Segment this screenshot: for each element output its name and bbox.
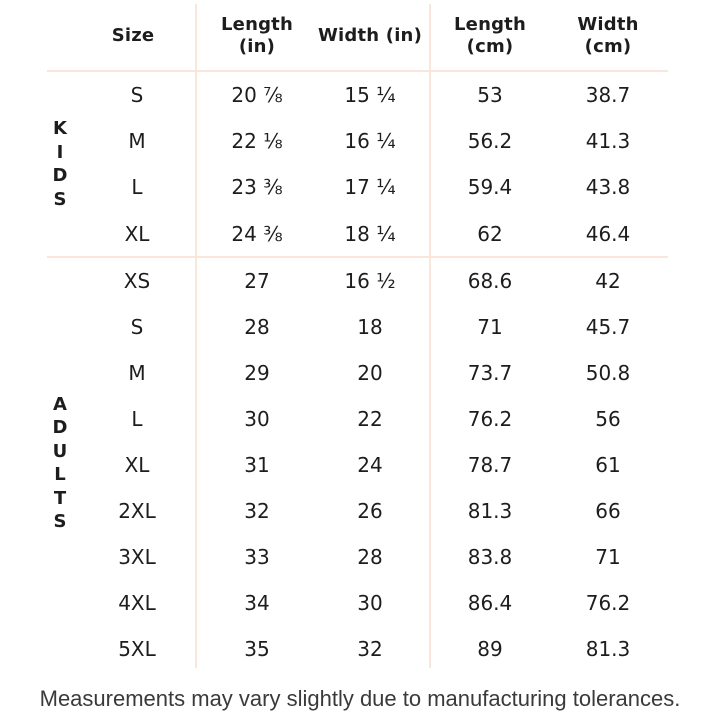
width-in-cell: 18 ¼ <box>344 222 396 246</box>
length-cm-cell: 56.2 <box>467 129 513 153</box>
length-in-cell: 31 <box>244 453 270 477</box>
width-cm-cell: 38.7 <box>585 83 631 107</box>
table-row-adults-m: M 29 20 73.7 50.8 <box>0 350 720 396</box>
column-header-width-in: Width (in) <box>317 25 423 46</box>
table-row-adults-3xl: 3XL 33 28 83.8 71 <box>0 534 720 580</box>
column-header-length-in: Length (in) <box>221 14 293 57</box>
width-cm-cell: 43.8 <box>585 175 631 199</box>
width-in-cell: 16 ½ <box>344 269 396 293</box>
column-header-size: Size <box>111 25 155 46</box>
table-row-adults-xs: XS 27 16 ½ 68.6 42 <box>0 258 720 304</box>
size-cell: XS <box>123 269 151 293</box>
table-row-adults-2xl: 2XL 32 26 81.3 66 <box>0 488 720 534</box>
column-divider-line <box>429 4 431 668</box>
length-cm-cell: 53 <box>477 83 503 107</box>
length-in-cell: 23 ⅜ <box>231 175 283 199</box>
width-cm-cell: 45.7 <box>585 315 631 339</box>
size-cell: 3XL <box>118 545 156 569</box>
size-cell: 5XL <box>118 637 156 661</box>
size-cell: S <box>130 315 144 339</box>
size-cell: XL <box>124 222 150 246</box>
tolerance-note: Measurements may vary slightly due to ma… <box>39 686 681 711</box>
length-cm-cell: 89 <box>477 637 503 661</box>
width-cm-cell: 56 <box>595 407 621 431</box>
width-in-cell: 28 <box>357 545 383 569</box>
size-cell: 4XL <box>118 591 156 615</box>
length-cm-cell: 81.3 <box>467 499 513 523</box>
length-in-cell: 33 <box>244 545 270 569</box>
size-cell: 2XL <box>118 499 156 523</box>
length-in-cell: 30 <box>244 407 270 431</box>
length-in-cell: 20 ⅞ <box>231 83 283 107</box>
length-cm-cell: 62 <box>477 222 503 246</box>
width-cm-cell: 61 <box>595 453 621 477</box>
width-in-cell: 16 ¼ <box>344 129 396 153</box>
width-cm-cell: 71 <box>595 545 621 569</box>
width-in-cell: 24 <box>357 453 383 477</box>
column-header-length-cm: Length (cm) <box>454 14 526 57</box>
size-cell: S <box>130 83 144 107</box>
length-in-cell: 27 <box>244 269 270 293</box>
table-row-kids-xl: XL 24 ⅜ 18 ¼ 62 46.4 <box>0 211 720 257</box>
size-cell: M <box>128 361 146 385</box>
width-in-cell: 26 <box>357 499 383 523</box>
width-cm-cell: 76.2 <box>585 591 631 615</box>
width-in-cell: 30 <box>357 591 383 615</box>
width-in-cell: 22 <box>357 407 383 431</box>
table-row-adults-l: L 30 22 76.2 56 <box>0 396 720 442</box>
length-in-cell: 28 <box>244 315 270 339</box>
section-label-adults: ADULTS <box>52 393 68 533</box>
length-cm-cell: 71 <box>477 315 503 339</box>
width-cm-cell: 81.3 <box>585 637 631 661</box>
size-cell: XL <box>124 453 150 477</box>
section-label-kids: KIDS <box>52 118 68 210</box>
width-cm-cell: 41.3 <box>585 129 631 153</box>
length-cm-cell: 73.7 <box>467 361 513 385</box>
length-in-cell: 34 <box>244 591 270 615</box>
width-in-cell: 17 ¼ <box>344 175 396 199</box>
length-cm-cell: 76.2 <box>467 407 513 431</box>
length-cm-cell: 78.7 <box>467 453 513 477</box>
length-in-cell: 29 <box>244 361 270 385</box>
width-in-cell: 18 <box>357 315 383 339</box>
table-row-adults-5xl: 5XL 35 32 89 81.3 <box>0 626 720 672</box>
width-in-cell: 32 <box>357 637 383 661</box>
table-row-adults-4xl: 4XL 34 30 86.4 76.2 <box>0 580 720 626</box>
length-in-cell: 32 <box>244 499 270 523</box>
length-cm-cell: 83.8 <box>467 545 513 569</box>
table-row-kids-m: M 22 ⅛ 16 ¼ 56.2 41.3 <box>0 118 720 164</box>
size-cell: L <box>131 175 143 199</box>
table-row-adults-xl: XL 31 24 78.7 61 <box>0 442 720 488</box>
section-band-adults: ADULTS <box>44 258 76 668</box>
table-row-kids-l: L 23 ⅜ 17 ¼ 59.4 43.8 <box>0 164 720 210</box>
section-band-kids: KIDS <box>44 72 76 256</box>
size-cell: L <box>131 407 143 431</box>
length-in-cell: 35 <box>244 637 270 661</box>
table-row-kids-s: S 20 ⅞ 15 ¼ 53 38.7 <box>0 72 720 118</box>
width-cm-cell: 46.4 <box>585 222 631 246</box>
length-cm-cell: 59.4 <box>467 175 513 199</box>
header-divider-line <box>47 70 668 72</box>
table-row-adults-s: S 28 18 71 45.7 <box>0 304 720 350</box>
length-in-cell: 22 ⅛ <box>231 129 283 153</box>
column-divider-line <box>195 4 197 668</box>
column-header-width-cm: Width (cm) <box>577 14 639 57</box>
length-cm-cell: 86.4 <box>467 591 513 615</box>
width-cm-cell: 50.8 <box>585 361 631 385</box>
width-in-cell: 15 ¼ <box>344 83 396 107</box>
width-cm-cell: 66 <box>595 499 621 523</box>
width-cm-cell: 42 <box>595 269 621 293</box>
width-in-cell: 20 <box>357 361 383 385</box>
size-cell: M <box>128 129 146 153</box>
length-cm-cell: 68.6 <box>467 269 513 293</box>
section-divider-line <box>47 256 668 258</box>
length-in-cell: 24 ⅜ <box>231 222 283 246</box>
